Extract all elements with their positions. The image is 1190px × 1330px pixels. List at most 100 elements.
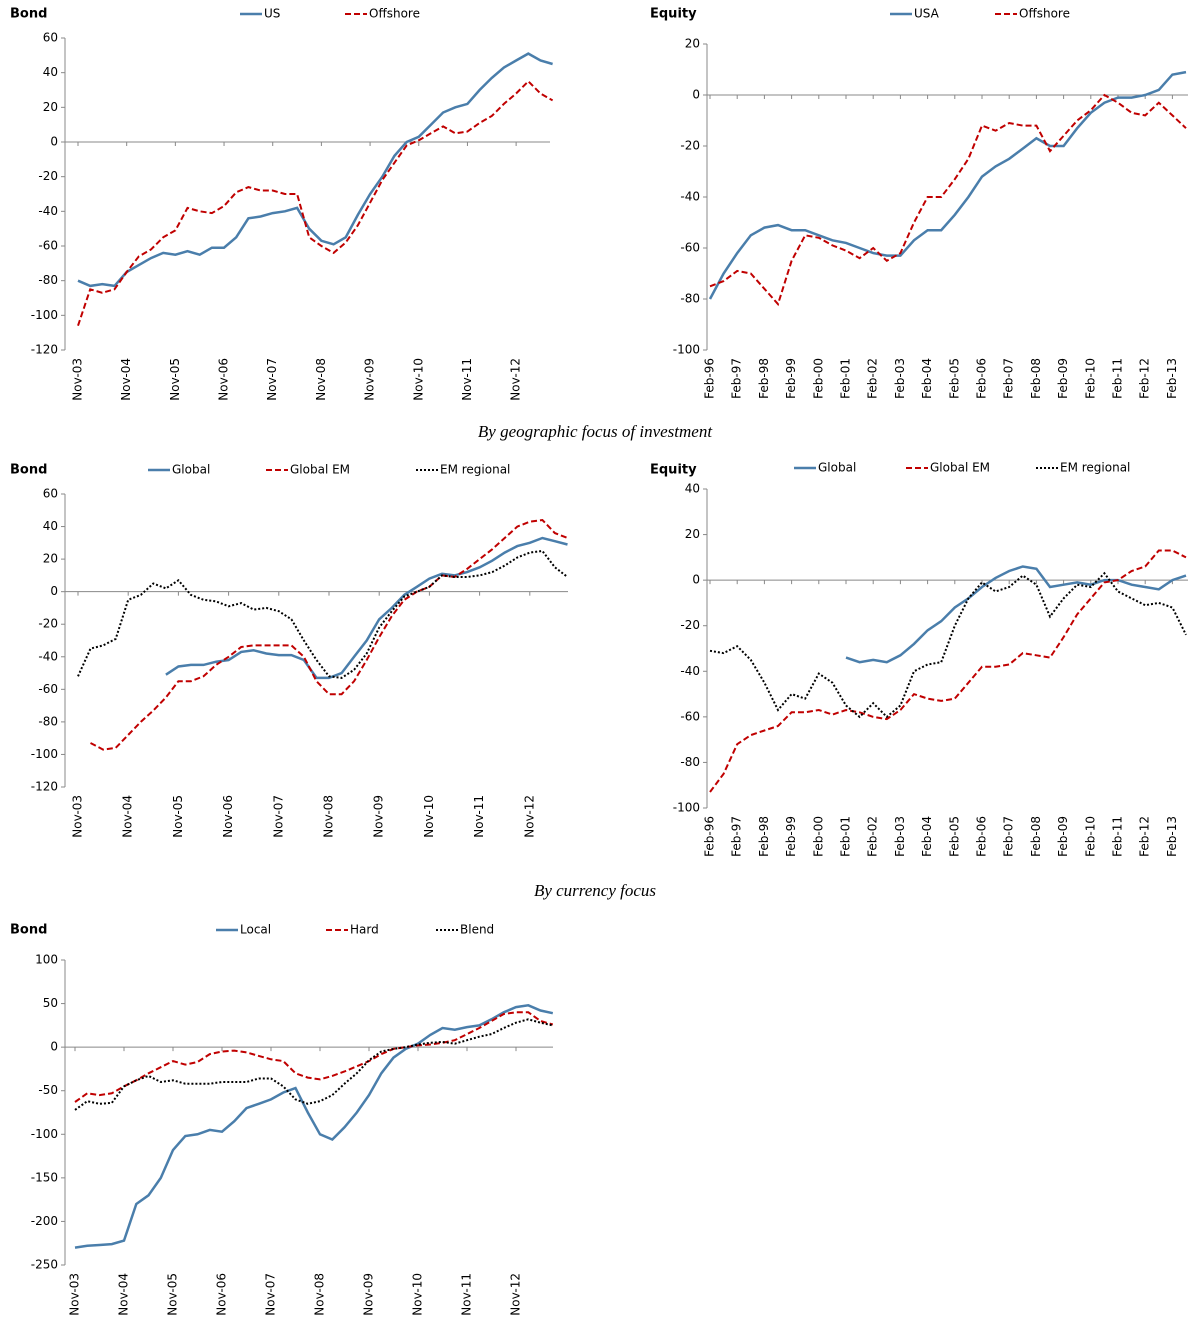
legend-label: USA	[914, 7, 940, 21]
x-tick-label: Feb-99	[784, 816, 798, 857]
x-tick-label: Feb-09	[1056, 358, 1070, 399]
y-tick-label: -80	[38, 273, 58, 287]
x-tick-label: Nov-06	[215, 1273, 229, 1316]
y-tick-label: -120	[31, 343, 58, 357]
series-line	[77, 549, 569, 679]
chart-title: Bond	[10, 7, 47, 22]
legend-label: Blend	[460, 923, 494, 937]
y-tick-label: 0	[50, 584, 58, 598]
y-tick-label: 20	[43, 552, 58, 566]
y-tick-label: 60	[43, 487, 58, 501]
series-line	[77, 79, 554, 327]
x-tick-label: Feb-13	[1165, 358, 1179, 399]
chart-title: Equity	[650, 7, 697, 22]
x-tick-label: Nov-09	[372, 795, 386, 838]
legend-label: Global	[172, 463, 210, 477]
x-tick-label: Nov-06	[217, 358, 231, 401]
x-tick-label: Feb-12	[1138, 816, 1152, 857]
legend-label: Global EM	[290, 463, 350, 477]
x-tick-label: Feb-10	[1083, 358, 1097, 399]
x-tick-label: Nov-11	[472, 795, 486, 838]
series-line	[74, 1004, 554, 1249]
x-tick-label: Feb-97	[730, 358, 744, 399]
x-tick-label: Feb-98	[757, 358, 771, 399]
y-tick-label: -60	[680, 709, 700, 723]
x-tick-label: Feb-02	[866, 358, 880, 399]
x-tick-label: Feb-05	[947, 358, 961, 399]
x-tick-label: Nov-09	[362, 1273, 376, 1316]
y-tick-label: -20	[680, 139, 700, 153]
y-tick-label: -40	[38, 204, 58, 218]
y-tick-label: -20	[38, 617, 58, 631]
series-line	[165, 536, 568, 680]
x-tick-label: Nov-05	[171, 795, 185, 838]
x-tick-label: Feb-04	[920, 816, 934, 857]
x-tick-label: Nov-07	[264, 1273, 278, 1316]
x-tick-label: Nov-09	[363, 358, 377, 401]
y-tick-label: 0	[692, 88, 700, 102]
y-tick-label: 20	[43, 100, 58, 114]
x-tick-label: Feb-07	[1002, 816, 1016, 857]
y-tick-label: 100	[35, 953, 58, 967]
y-tick-label: -100	[31, 308, 58, 322]
x-tick-label: Nov-04	[117, 1273, 131, 1316]
x-tick-label: Feb-03	[893, 358, 907, 399]
caption: By currency focus	[534, 881, 656, 900]
x-tick-label: Nov-11	[460, 1273, 474, 1316]
x-tick-label: Feb-97	[730, 816, 744, 857]
chart: Bond -120 -100 -80 -60 -40 -20 0 20 40 60 Nov-03 Nov…	[10, 7, 554, 401]
x-tick-label: Feb-99	[784, 358, 798, 399]
x-tick-label: Feb-11	[1111, 358, 1125, 399]
chart: Bond -250 -200 -150 -100 -50 0 50 100 Nov-03 Nov-0…	[10, 923, 554, 1316]
caption: By geographic focus of investment	[478, 422, 713, 441]
x-tick-label: Nov-06	[221, 795, 235, 838]
y-tick-label: 20	[685, 37, 700, 51]
y-tick-label: -40	[680, 664, 700, 678]
x-tick-label: Nov-10	[411, 1273, 425, 1316]
legend-label: Global EM	[930, 461, 990, 475]
series-line	[708, 70, 1187, 300]
x-tick-label: Feb-96	[703, 816, 717, 857]
chart-title: Bond	[10, 923, 47, 938]
y-tick-label: -80	[680, 292, 700, 306]
series-line	[709, 93, 1187, 307]
legend-label: Hard	[350, 923, 379, 937]
y-tick-label: -80	[38, 714, 58, 728]
x-tick-label: Nov-04	[121, 795, 135, 838]
series-line	[74, 1011, 554, 1103]
x-tick-label: Feb-05	[947, 816, 961, 857]
x-tick-label: Nov-08	[322, 795, 336, 838]
y-tick-label: 50	[43, 996, 58, 1010]
chart: Bond -120 -100 -80 -60 -40 -20 0 20 40 60 Nov-03 Nov…	[10, 463, 569, 838]
y-tick-label: 0	[50, 135, 58, 149]
y-tick-label: 0	[50, 1040, 58, 1054]
y-tick-label: -150	[31, 1170, 58, 1184]
x-tick-label: Feb-01	[839, 816, 853, 857]
series-line	[74, 1018, 554, 1111]
chart: Equity -100 -80 -60 -40 -20 0 20 Feb-96 Feb-97 Feb…	[650, 7, 1188, 399]
x-tick-label: Feb-12	[1138, 358, 1152, 399]
y-tick-label: 40	[43, 65, 58, 79]
y-tick-label: -60	[38, 682, 58, 696]
series-line	[90, 518, 568, 751]
x-tick-label: Feb-96	[703, 358, 717, 399]
y-tick-label: -40	[680, 190, 700, 204]
y-tick-label: -200	[31, 1214, 58, 1228]
y-tick-label: 40	[43, 519, 58, 533]
x-tick-label: Feb-07	[1002, 358, 1016, 399]
x-tick-label: Nov-12	[522, 795, 536, 838]
x-tick-label: Feb-03	[893, 816, 907, 857]
series-line	[845, 565, 1187, 664]
x-tick-label: Feb-00	[811, 358, 825, 399]
y-tick-label: -20	[680, 618, 700, 632]
x-tick-label: Nov-08	[314, 358, 328, 401]
legend-label: Local	[240, 923, 271, 937]
legend-label: US	[264, 7, 280, 21]
x-tick-label: Feb-08	[1029, 358, 1043, 399]
legend-label: EM regional	[1060, 461, 1130, 475]
x-tick-label: Nov-12	[509, 358, 523, 401]
x-tick-label: Nov-11	[460, 358, 474, 401]
y-tick-label: 20	[685, 527, 700, 541]
